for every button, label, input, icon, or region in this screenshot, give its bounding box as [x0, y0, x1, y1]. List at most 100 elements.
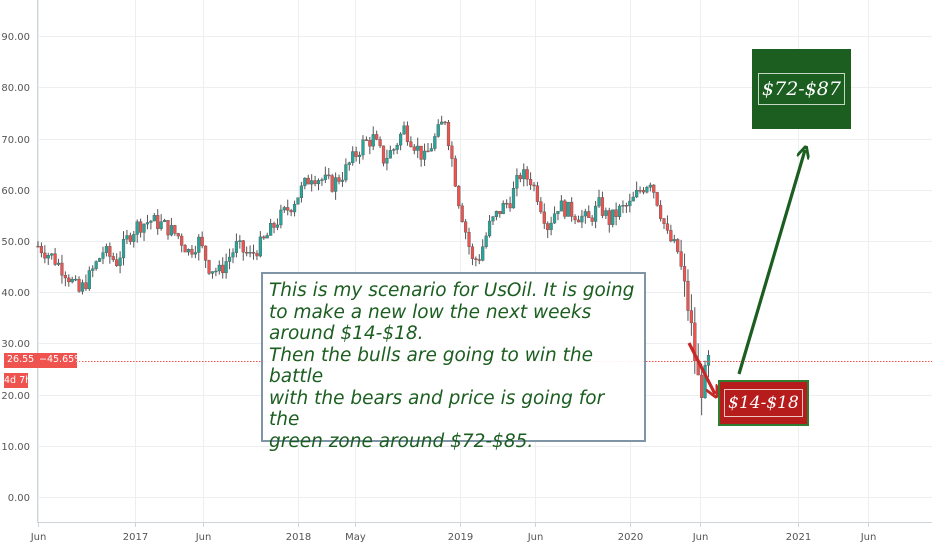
candle-body	[36, 245, 40, 248]
candle-body	[299, 185, 304, 198]
candle-body	[498, 210, 502, 215]
candle-body	[94, 261, 98, 269]
candle-body	[522, 169, 526, 180]
target-zone-low-label: $14-$18	[724, 389, 803, 417]
candle-body	[121, 238, 126, 259]
candle-body	[91, 268, 95, 271]
candle-body	[323, 174, 327, 180]
up-arrow	[737, 150, 805, 375]
candle-body	[111, 256, 115, 260]
candle-body	[238, 240, 242, 242]
candle-body	[525, 169, 529, 180]
candle-body	[443, 121, 447, 124]
candle-body	[39, 246, 44, 254]
candle-body	[368, 140, 372, 147]
candle-body	[320, 179, 324, 181]
y-tick-label: 20.00	[1, 391, 30, 402]
candle-body	[193, 252, 197, 255]
candle-body	[700, 374, 704, 398]
y-tick-label: 80.00	[1, 83, 30, 94]
candle-body	[135, 221, 139, 235]
candle-body	[265, 235, 269, 239]
candle-body	[84, 282, 88, 290]
candle-body	[152, 215, 156, 222]
candle-body	[426, 150, 430, 153]
x-tick-label: Jun	[860, 532, 877, 543]
candle-body	[159, 221, 163, 229]
last-price-value: 26.55	[7, 354, 35, 365]
candle-body	[508, 203, 512, 209]
candle-body	[457, 186, 461, 207]
candle-body	[337, 177, 341, 182]
candle-body	[635, 190, 639, 198]
candle-body	[255, 253, 259, 257]
candle-body	[183, 245, 187, 253]
candle-body	[470, 246, 475, 259]
candle-body	[436, 124, 440, 137]
x-tick-label: 2020	[618, 532, 643, 543]
candle-body	[60, 262, 64, 276]
y-tick-label: 60.00	[1, 186, 30, 197]
candle-body	[433, 136, 437, 149]
x-tick-label: Jun	[30, 532, 47, 543]
candle-body	[597, 197, 601, 207]
candle-body	[132, 234, 136, 242]
candle-body	[703, 365, 707, 398]
y-tick-label: 40.00	[1, 288, 30, 299]
candle-body	[566, 201, 570, 217]
candle-body	[327, 174, 331, 177]
x-tick-label: Jun	[692, 532, 709, 543]
candle-body	[145, 222, 150, 225]
candle-body	[645, 186, 649, 193]
candle-body	[214, 270, 218, 273]
candle-body	[378, 139, 382, 147]
y-tick-label: 0.00	[8, 493, 30, 504]
x-tick-label: 2021	[786, 532, 811, 543]
candle-body	[405, 125, 410, 142]
candle-body	[231, 252, 235, 258]
candle-body	[186, 249, 191, 253]
candle-body	[546, 223, 550, 230]
candle-body	[139, 221, 143, 233]
candle-body	[197, 236, 201, 253]
candle-body	[542, 211, 546, 224]
candle-body	[665, 223, 670, 231]
candle-body	[204, 245, 208, 261]
candle-body	[149, 220, 153, 223]
candle-body	[248, 252, 252, 254]
candle-body	[689, 310, 693, 324]
candle-body	[162, 220, 167, 222]
candle-body	[275, 224, 280, 228]
candlesticks	[36, 115, 711, 416]
candle-body	[279, 209, 283, 226]
candle-body	[429, 148, 433, 152]
y-tick-label: 90.00	[1, 32, 30, 43]
candle-body	[693, 322, 697, 362]
candle-body	[104, 246, 109, 253]
candle-body	[241, 240, 245, 253]
candle-body	[587, 211, 591, 219]
candle-body	[453, 158, 457, 187]
candle-body	[125, 235, 129, 240]
candle-body	[224, 261, 228, 274]
x-axis-labels: Jun 2017 Jun 2018 May 2019 Jun 2020 Jun 2021 Jun	[30, 522, 877, 543]
candle-body	[686, 280, 690, 311]
candle-body	[207, 260, 211, 274]
candle-body	[556, 210, 560, 214]
candle-body	[563, 200, 567, 217]
scenario-note: This is my scenario for UsOil. It is goi…	[261, 272, 646, 452]
x-tick-label: Jun	[195, 532, 212, 543]
candle-body	[682, 266, 687, 282]
candle-body	[511, 188, 516, 209]
candle-body	[173, 225, 177, 234]
candle-body	[532, 184, 536, 187]
candle-body	[422, 150, 427, 160]
target-zone-high-label: $72-$87	[758, 73, 845, 105]
candle-body	[402, 125, 406, 135]
candle-body	[354, 151, 358, 157]
candle-body	[166, 220, 170, 236]
last-price-badge: 26.55 −45.65%	[4, 353, 83, 368]
candle-body	[600, 197, 605, 216]
candle-body	[593, 205, 598, 222]
candle-body	[176, 233, 180, 237]
